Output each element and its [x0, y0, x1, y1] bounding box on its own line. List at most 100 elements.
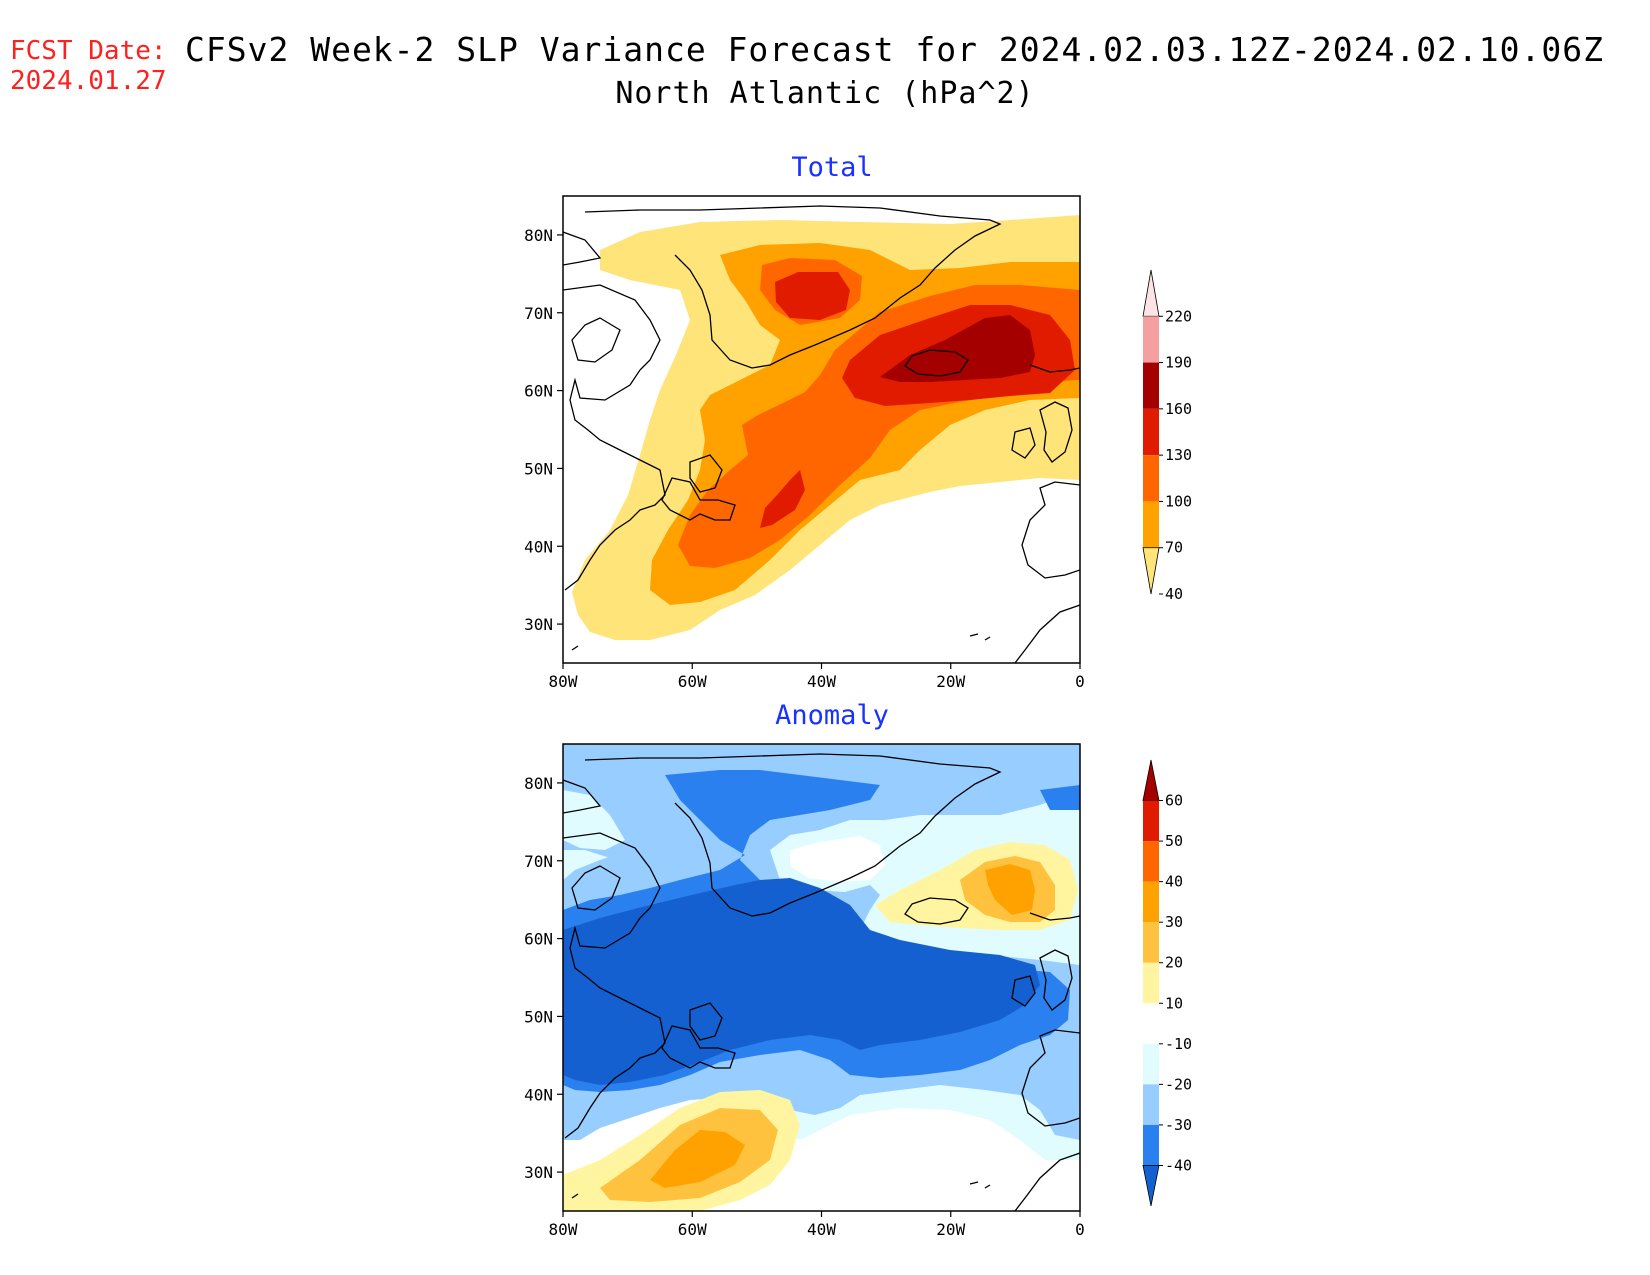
lat-label: 50N [524, 459, 553, 478]
colorbar-swatch [1143, 1124, 1159, 1166]
anomaly-contours [563, 744, 1080, 1211]
colorbar-label: 40 [1165, 585, 1183, 603]
colorbar-swatch [1143, 1003, 1159, 1044]
coastline-azores [571, 1181, 991, 1199]
coastline-iberia [1021, 1029, 1080, 1127]
lat-label: 30N [524, 615, 553, 634]
lon-label: 40W [807, 672, 836, 691]
colorbar-arrow-bottom [1142, 547, 1160, 595]
colorbar-swatch [1143, 408, 1159, 456]
lat-label: 70N [524, 304, 553, 323]
colorbar-swatch [1143, 962, 1159, 1004]
coastline-newfoundland [661, 454, 736, 521]
fcst-date-value: 2024.01.27 [10, 66, 167, 96]
coastline-uk [1011, 949, 1073, 1011]
lat-label: 80N [524, 226, 553, 245]
colorbar-label: -40 [1165, 1156, 1192, 1174]
colorbar-label: 20 [1165, 954, 1183, 972]
anomaly-colorbar: 60 50 40 30 20 10 -10 -20 -30 -40 [1142, 759, 1192, 1207]
colorbar-swatch [1143, 455, 1159, 502]
lat-label: 70N [524, 852, 553, 871]
colorbar-swatch [1143, 362, 1159, 409]
lon-label: 20W [936, 672, 965, 691]
coastline-canada-arctic [563, 779, 661, 919]
colorbar-label: 190 [1165, 354, 1192, 372]
colorbar-label: 130 [1165, 446, 1192, 464]
coastline-uk [1011, 401, 1073, 463]
anomaly-coastlines [563, 753, 1080, 1211]
colorbar-label: 60 [1165, 792, 1183, 810]
lat-label: 40N [524, 1085, 553, 1104]
colorbar-label: 30 [1165, 913, 1183, 931]
colorbar-label: -20 [1165, 1075, 1192, 1093]
colorbar-label: -30 [1165, 1116, 1192, 1134]
lat-label: 40N [524, 537, 553, 556]
coastline-canada-arctic [563, 231, 661, 371]
coastline-iberia [1021, 481, 1080, 579]
page-subtitle: North Atlantic (hPa^2) [615, 76, 1035, 111]
colorbar-label: 160 [1165, 400, 1192, 418]
total-contour-160 [880, 315, 1035, 382]
lat-label: 30N [524, 1163, 553, 1182]
total-map [562, 195, 1081, 664]
colorbar-label: -10 [1165, 1035, 1192, 1053]
colorbar-swatch [1143, 881, 1159, 923]
anomaly-contour-pos30-south [650, 1130, 745, 1188]
lon-label: 0 [1075, 672, 1085, 691]
lon-label: 80W [549, 1220, 578, 1239]
coastline-africa [1014, 604, 1080, 663]
colorbar-label: 40 [1165, 873, 1183, 891]
anomaly-contour-neg40 [563, 878, 1040, 1085]
anomaly-axes: 80N 70N 60N 50N 40N 30N 80W 60W 40W 20W 0 [524, 774, 1085, 1239]
total-coastlines [563, 205, 1080, 663]
coastline-newfoundland [661, 1002, 736, 1069]
lat-label: 50N [524, 1007, 553, 1026]
colorbar-label: 100 [1165, 492, 1192, 510]
total-axes: 80N 70N 60N 50N 40N 30N 80W 60W 40W 20W 0 [524, 226, 1085, 691]
lon-label: 60W [678, 1220, 707, 1239]
anomaly-panel-title: Anomaly [775, 700, 889, 731]
coastline-baffin [571, 865, 621, 911]
coastline-greenland [584, 753, 1002, 917]
coastline-baffin [571, 317, 621, 363]
anomaly-contour-white-north [790, 836, 885, 882]
colorbar-swatch [1143, 841, 1159, 882]
colorbar-arrow-top [1142, 759, 1160, 801]
lon-label: 60W [678, 672, 707, 691]
colorbar-label: 10 [1165, 994, 1183, 1012]
colorbar-label: 70 [1165, 539, 1183, 557]
coastline-africa [1014, 1152, 1080, 1211]
coastline-iceland [904, 897, 969, 925]
colorbar-swatch [1143, 316, 1159, 363]
colorbar-arrow-bottom [1142, 1165, 1160, 1207]
colorbar-swatch [1143, 922, 1159, 963]
total-colorbar: 220 190 160 130 100 70 40 [1142, 269, 1192, 603]
total-contours [572, 215, 1080, 640]
coastline-azores [571, 633, 991, 651]
colorbar-swatch [1143, 501, 1159, 548]
total-panel-title: Total [791, 152, 873, 183]
coastline-labrador [564, 917, 666, 1139]
lon-label: 80W [549, 672, 578, 691]
lon-label: 40W [807, 1220, 836, 1239]
fcst-date-block: FCST Date: 2024.01.27 [10, 36, 167, 96]
page-title: CFSv2 Week-2 SLP Variance Forecast for 2… [185, 30, 1605, 69]
lat-label: 80N [524, 774, 553, 793]
colorbar-label: 220 [1165, 307, 1192, 325]
anomaly-contour-neg10-west [563, 790, 625, 850]
lon-label: 20W [936, 1220, 965, 1239]
coastline-scandinavia [1029, 912, 1080, 921]
coastline-iceland [904, 349, 969, 377]
lon-label: 0 [1075, 1220, 1085, 1239]
colorbar-swatch [1143, 800, 1159, 842]
coastline-scandinavia [1029, 364, 1080, 373]
colorbar-swatch [1143, 1043, 1159, 1085]
colorbar-swatch [1143, 1084, 1159, 1125]
colorbar-label: 50 [1165, 832, 1183, 850]
anomaly-map [562, 743, 1081, 1212]
lat-label: 60N [524, 930, 553, 949]
anomaly-contour-pos30-iceland [985, 864, 1035, 915]
lat-label: 60N [524, 382, 553, 401]
coastline-labrador [564, 369, 666, 591]
